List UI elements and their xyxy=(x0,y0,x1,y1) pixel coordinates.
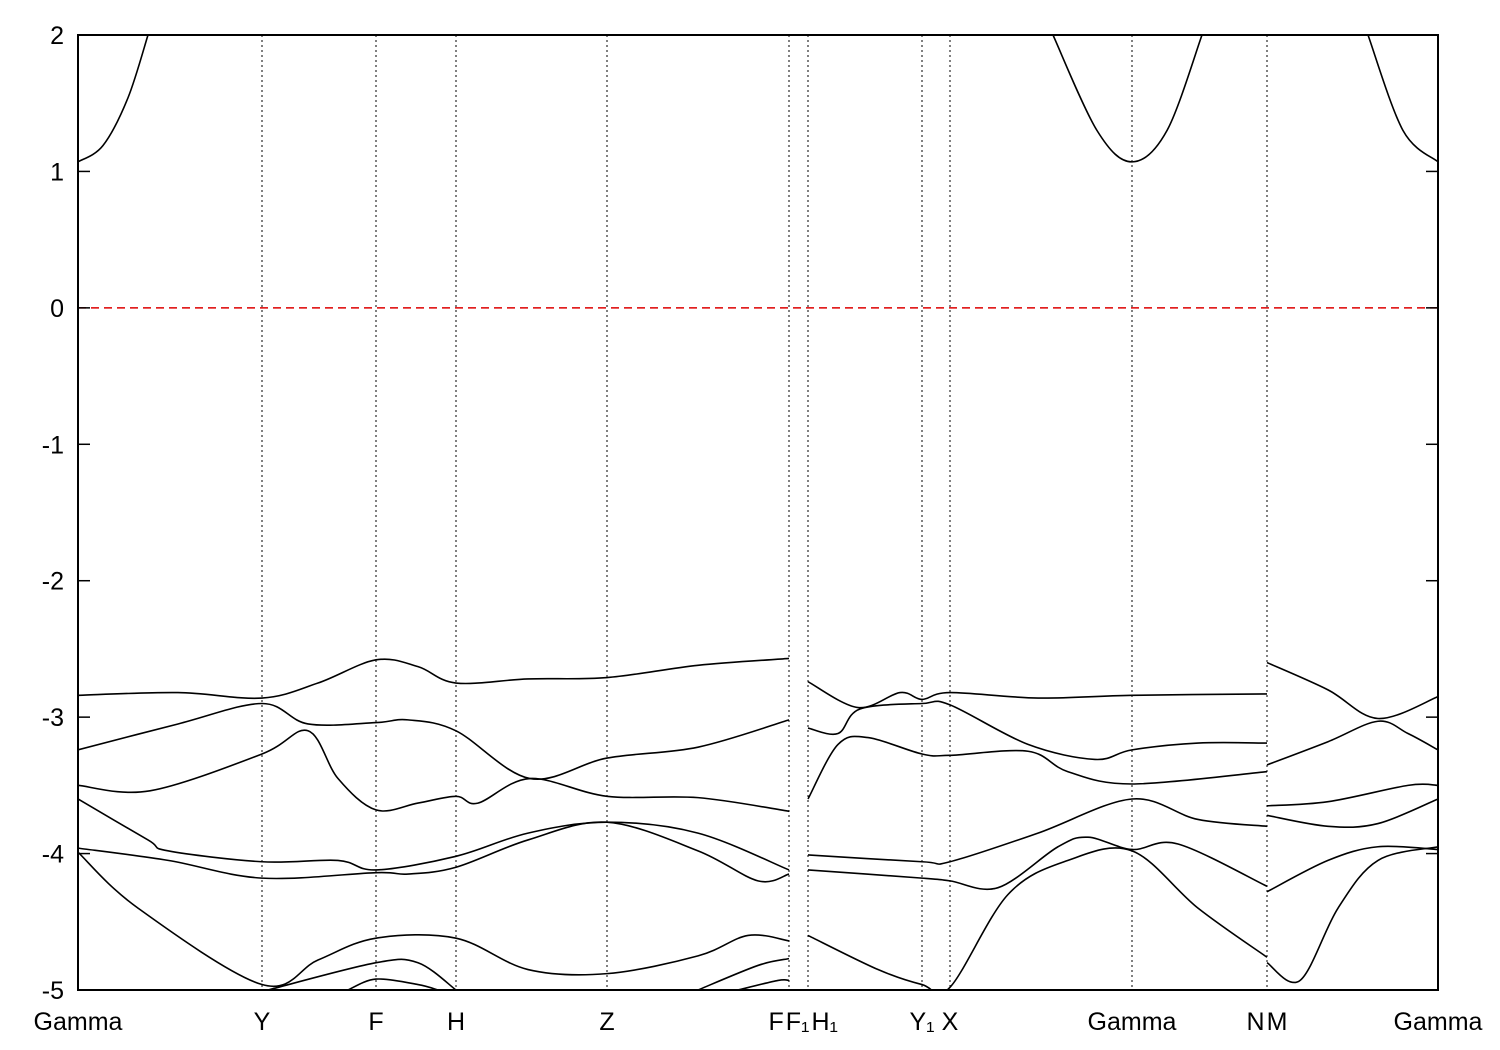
band xyxy=(78,35,1438,163)
y-tick-label: -4 xyxy=(42,841,64,869)
band xyxy=(78,798,1438,871)
y-tick-label: 0 xyxy=(50,295,64,323)
y-tick-label: -2 xyxy=(42,568,64,596)
band xyxy=(78,821,1438,893)
x-tick-label: F xyxy=(769,1008,784,1036)
y-tick-label: 2 xyxy=(50,22,64,50)
y-tick-label: -5 xyxy=(42,977,64,1005)
band xyxy=(78,845,1438,990)
x-tick-label: Z xyxy=(599,1008,614,1036)
x-tick-label: Gamma xyxy=(34,1008,123,1036)
x-tick-label: N xyxy=(1247,1008,1265,1036)
x-tick-label: Y xyxy=(254,1008,271,1036)
x-tick-label: Gamma xyxy=(1088,1008,1177,1036)
x-tick-label: X xyxy=(942,1008,959,1036)
x-tick-label: Y₁ xyxy=(909,1008,934,1036)
plot-frame xyxy=(77,34,1439,991)
band xyxy=(78,700,1438,781)
band xyxy=(267,957,790,990)
x-tick-label: H xyxy=(447,1008,465,1036)
bands xyxy=(78,35,1438,990)
x-tick-label: F₁ xyxy=(786,1008,810,1036)
x-tick-label: F xyxy=(368,1008,383,1036)
x-tick-label: H₁ xyxy=(812,1008,839,1036)
band xyxy=(347,978,790,990)
y-tick-label: 1 xyxy=(50,158,64,186)
y-tick-label: -3 xyxy=(42,704,64,732)
x-tick-label: M xyxy=(1267,1008,1288,1036)
x-tick-label: Gamma xyxy=(1394,1008,1483,1036)
y-tick-label: -1 xyxy=(42,431,64,459)
band xyxy=(78,729,1438,813)
